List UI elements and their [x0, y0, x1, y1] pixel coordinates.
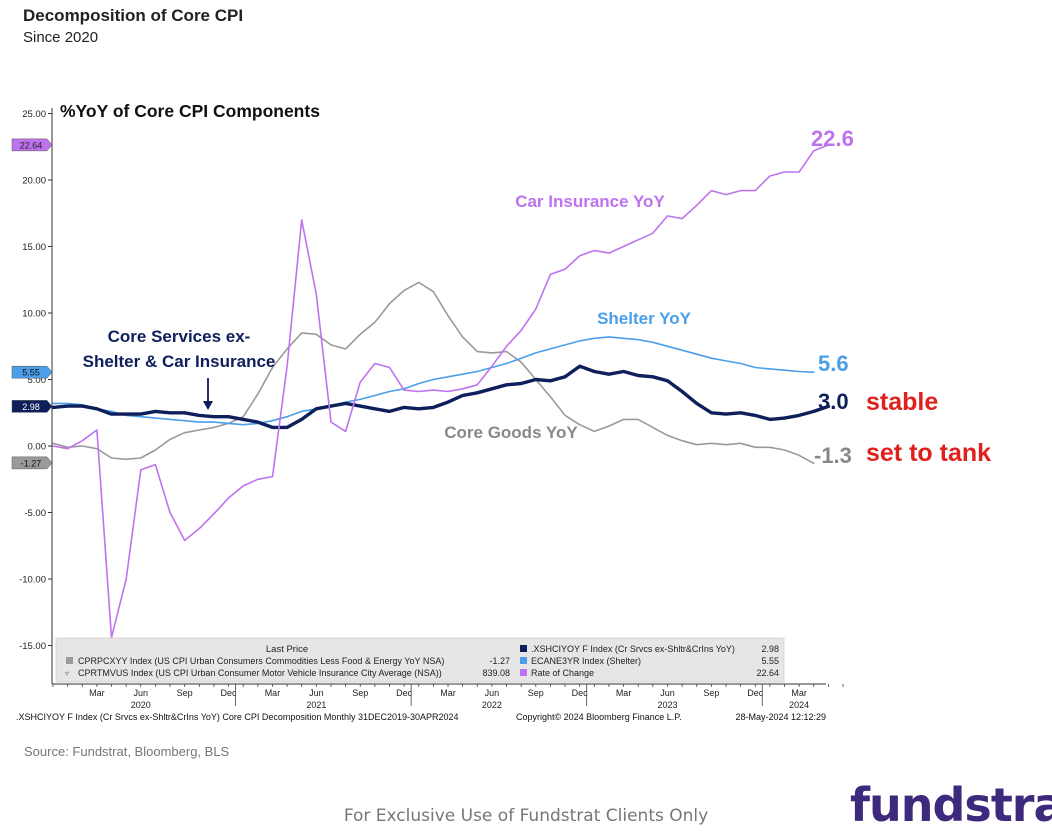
legend-title: Last Price [266, 644, 308, 655]
annotation-core-services-1: Core Services ex- [108, 327, 251, 346]
y-tick-label: 0.00 [28, 442, 47, 453]
x-month-label: Mar [440, 688, 456, 698]
y-tick-label: 25.00 [22, 109, 46, 120]
x-month-label: Jun [134, 688, 149, 698]
x-month-label: Mar [791, 688, 807, 698]
price-tag-label: -1.27 [21, 458, 42, 468]
x-month-label: Mar [265, 688, 281, 698]
x-year-label: 2022 [482, 700, 502, 710]
legend-value: 5.55 [761, 656, 779, 666]
legend-label: Rate of Change [531, 668, 594, 678]
x-month-label: Jun [485, 688, 500, 698]
series-line-core-goods-yoy [52, 281, 815, 465]
end-value-label: 22.6 [811, 126, 854, 151]
annotation-core-services-2: Shelter & Car Insurance [83, 352, 276, 371]
series-line-car-insurance-yoy [52, 144, 830, 639]
page-title: Decomposition of Core CPI [23, 6, 244, 25]
legend-box [55, 637, 785, 683]
legend-swatch [66, 657, 73, 664]
y-tick-label: 5.00 [28, 375, 47, 386]
x-month-label: Dec [572, 688, 589, 698]
x-month-label: Dec [396, 688, 413, 698]
price-tag [11, 456, 53, 470]
y-tick-label: -5.00 [24, 508, 46, 519]
footer-timestamp: 28-May-2024 12:12:29 [735, 712, 826, 722]
price-tag [11, 365, 53, 379]
legend-label: CPRTMVUS Index (US CPI Urban Consumer Mo… [78, 668, 442, 678]
page-subtitle: Since 2020 [23, 29, 99, 46]
end-value-label: 5.6 [818, 351, 849, 376]
legend-value: -1.27 [489, 656, 510, 666]
legend-value: 839.08 [482, 668, 510, 678]
x-month-label: Jun [660, 688, 675, 698]
annotation-car: Car Insurance YoY [515, 192, 665, 211]
x-year-label: 2023 [657, 700, 677, 710]
x-year-label: 2020 [131, 700, 151, 710]
legend-label: ECANE3YR Index (Shelter) [531, 656, 641, 666]
exclusive-note: For Exclusive Use of Fundstrat Clients O… [343, 806, 709, 826]
x-month-label: Mar [89, 688, 105, 698]
end-value-label: 3.0 [818, 389, 849, 414]
price-tag-label: 5.55 [22, 368, 40, 378]
legend-swatch [520, 645, 527, 652]
x-year-label: 2021 [306, 700, 326, 710]
y-tick-label: -10.00 [19, 575, 46, 586]
y-tick-label: 15.00 [22, 242, 46, 253]
price-tag [11, 138, 53, 152]
footer-copyright: Copyright© 2024 Bloomberg Finance L.P. [516, 712, 682, 722]
legend-label: .XSHCIYOY F Index (Cr Srvcs ex-Shltr&CrI… [531, 644, 735, 654]
comment-tank: set to tank [866, 439, 991, 467]
comment-stable: stable [866, 388, 938, 416]
x-month-label: Dec [747, 688, 764, 698]
legend-value: 2.98 [761, 644, 779, 654]
x-month-label: Sep [352, 688, 368, 698]
price-tag-label: 2.98 [22, 402, 40, 412]
source-note: Source: Fundstrat, Bloomberg, BLS [24, 744, 230, 759]
legend-swatch [520, 657, 527, 664]
legend-value: 22.64 [756, 668, 779, 678]
annotation-goods: Core Goods YoY [444, 423, 578, 442]
annotation-shelter: Shelter YoY [597, 309, 692, 328]
x-month-label: Sep [703, 688, 719, 698]
end-value-label: -1.3 [814, 443, 852, 468]
annotation-arrow-head [203, 401, 213, 410]
chart: 25.00 20.00 15.00 10.00 5.00 0.00 -5.00 -10.00 -… [11, 101, 991, 722]
series-line-core-services-ex-shelter-car-insurance [51, 364, 831, 430]
x-month-label: Jun [309, 688, 324, 698]
price-tag-label: 22.64 [20, 140, 43, 150]
legend: Last Price CPRPCXYY Index (US CPI Urban … [55, 637, 785, 683]
legend-swatch [520, 669, 527, 676]
price-tag [11, 400, 53, 413]
x-month-label: Sep [177, 688, 193, 698]
x-month-label: Sep [528, 688, 544, 698]
footer-index-line: .XSHCIYOY F Index (Cr Srvcs ex-Shltr&CrI… [16, 712, 459, 722]
x-month-label: Dec [221, 688, 238, 698]
x-year-label: 2024 [789, 700, 809, 710]
y-tick-label: 10.00 [22, 309, 46, 320]
y-tick-label: 20.00 [22, 176, 46, 187]
x-month-label: Mar [616, 688, 632, 698]
y-tick-label: -15.00 [19, 641, 46, 652]
chart-title: %YoY of Core CPI Components [60, 101, 320, 121]
fundstrat-logo: fundstrat [850, 778, 1052, 832]
legend-label: CPRPCXYY Index (US CPI Urban Consumers C… [78, 656, 444, 666]
legend-marker-icon: ▿ [65, 669, 69, 678]
series-line-shelter-yoy [52, 336, 815, 426]
